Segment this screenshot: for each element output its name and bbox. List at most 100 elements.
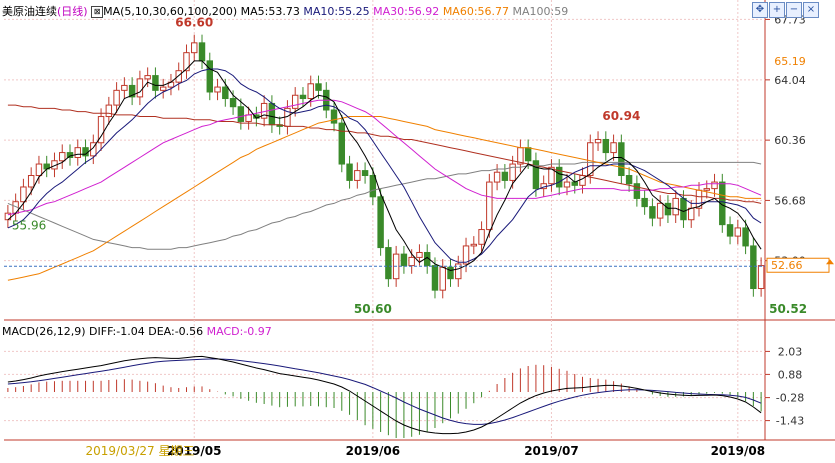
candle-body: [237, 106, 245, 122]
candle-body: [299, 94, 307, 100]
candle: [377, 188, 384, 256]
candle: [664, 195, 672, 224]
candle: [27, 167, 35, 196]
candle: [757, 257, 765, 297]
candle: [315, 75, 322, 99]
candle: [587, 134, 594, 184]
candle: [167, 73, 175, 96]
candle: [750, 237, 757, 297]
candle-body: [222, 86, 229, 100]
candle: [594, 131, 602, 151]
candle-body: [338, 122, 346, 165]
candle-body: [27, 175, 35, 188]
candle-body: [563, 181, 571, 188]
candle: [43, 155, 50, 178]
x-tick-label: 2019/05: [167, 444, 221, 458]
candle: [385, 239, 392, 287]
candle-body: [470, 243, 478, 247]
candle: [229, 90, 237, 115]
candle-body: [734, 227, 742, 237]
candle-body: [726, 224, 734, 237]
candle-body: [97, 116, 105, 144]
candle: [625, 167, 633, 192]
last-price-tag: [766, 257, 830, 273]
candle: [556, 159, 563, 196]
candle: [548, 159, 555, 192]
candle-body: [245, 114, 252, 122]
candle-body: [315, 83, 322, 91]
candle: [35, 155, 43, 184]
ma5-line: [7, 60, 762, 272]
candle-body: [291, 94, 299, 109]
candle-body: [105, 104, 113, 118]
candle: [602, 131, 610, 161]
candle: [159, 78, 167, 99]
candle-body: [501, 171, 509, 181]
macd-y-tick-label: 2.03: [778, 345, 803, 358]
candle-body: [35, 163, 43, 177]
zoom-out-icon[interactable]: −: [786, 2, 802, 18]
candle-body: [431, 265, 439, 291]
period-label: (日线): [57, 5, 88, 18]
candle: [408, 249, 415, 274]
ma100-line: [7, 161, 762, 250]
last-price-arrow-icon: [826, 259, 834, 265]
dea-line: [7, 358, 762, 425]
y-tick-label: 64.04: [774, 74, 806, 87]
candle-body: [183, 52, 190, 72]
candle: [680, 190, 687, 228]
macd-histogram: [7, 364, 762, 438]
candle: [90, 134, 97, 165]
macd-dea-value: DEA:-0.56: [148, 325, 204, 338]
instrument-title: 美原油连续: [2, 5, 57, 18]
candle-body: [330, 109, 338, 124]
candle: [113, 82, 120, 114]
candle-body: [556, 166, 563, 188]
candle-body: [191, 42, 198, 54]
candle: [214, 78, 221, 101]
candle: [369, 167, 377, 205]
ma-indicator-icon[interactable]: ⊠: [91, 6, 104, 18]
candle-body: [416, 251, 423, 258]
candle-body: [20, 186, 27, 203]
close-icon[interactable]: ×: [803, 2, 819, 18]
low-june-label: 50.60: [354, 302, 392, 316]
candle-body: [633, 183, 641, 199]
candle: [354, 162, 361, 189]
candle-body: [121, 84, 128, 91]
ma100-value: MA100:59: [512, 5, 569, 18]
candle-body: [641, 197, 648, 208]
candle: [439, 259, 446, 299]
candle-body: [602, 138, 610, 154]
macd-y-tick-label: -1.43: [776, 415, 804, 428]
ma5-value: MA5:53.73: [240, 5, 300, 18]
macd-y-tick-label: 0.88: [778, 368, 803, 381]
candle-body: [4, 212, 12, 221]
candle-body: [74, 147, 81, 158]
zoom-in-icon[interactable]: +: [769, 2, 785, 18]
macd-value: MACD:-0.97: [206, 325, 272, 338]
candle: [128, 77, 136, 106]
candle-body: [128, 84, 136, 98]
candle: [191, 34, 198, 61]
candle-body: [688, 207, 695, 221]
candle: [183, 44, 190, 79]
candle: [532, 152, 540, 197]
move-icon[interactable]: ✥: [752, 2, 768, 18]
candle: [4, 204, 12, 228]
candle: [641, 190, 648, 215]
candle-body: [439, 266, 446, 291]
ma30-line: [7, 99, 762, 216]
candle: [400, 245, 408, 274]
candle-body: [672, 197, 679, 216]
candle-body: [369, 175, 377, 198]
candle: [633, 175, 641, 207]
candle-body: [377, 196, 384, 249]
ma60-value: MA60:56.77: [442, 5, 510, 18]
x-tick-label: 2019/07: [524, 444, 578, 458]
candle: [470, 236, 478, 255]
candle-body: [447, 266, 454, 280]
low-aug-label: 50.52: [769, 302, 807, 316]
